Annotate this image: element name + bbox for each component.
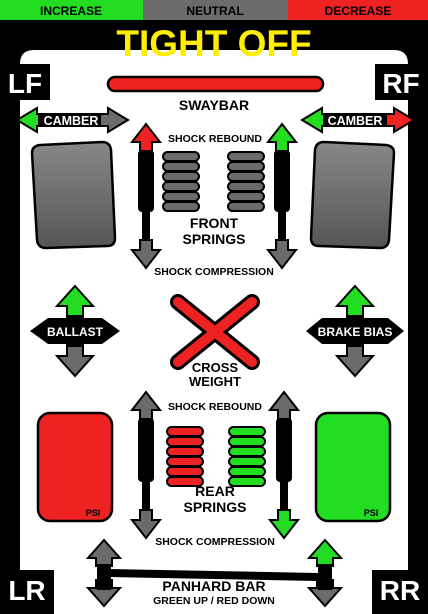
swaybar-label: SWAYBAR xyxy=(179,97,249,113)
shock-compression-front-label: SHOCK COMPRESSION xyxy=(154,266,274,278)
ballast-label: BALLAST xyxy=(47,325,104,339)
psi-left-label: PSI xyxy=(86,508,101,518)
shock-rebound-front-label: SHOCK REBOUND xyxy=(168,133,262,145)
legend-decrease-swatch xyxy=(288,0,428,20)
corner-lf-box xyxy=(0,64,50,100)
corner-lr: LR xyxy=(8,575,45,606)
rear-left-shock-icon xyxy=(129,390,163,540)
brake-bias-arrow-icon xyxy=(306,284,404,378)
corner-rf: RF xyxy=(382,68,419,99)
legend-decrease: DECREASE xyxy=(325,4,392,18)
page-title: TIGHT OFF xyxy=(116,23,311,64)
psi-right-label: PSI xyxy=(364,508,379,518)
legend-neutral: NEUTRAL xyxy=(186,4,243,18)
front-left-shock-icon xyxy=(129,122,163,270)
cross-weight-label-2: WEIGHT xyxy=(189,374,241,389)
corner-rr: RR xyxy=(380,575,420,606)
panhard-bar-icon xyxy=(85,538,344,608)
corner-lr-box xyxy=(0,570,54,614)
corner-lf: LF xyxy=(8,68,42,99)
cross-weight-x-icon xyxy=(170,294,260,370)
camber-right-label: CAMBER xyxy=(328,114,383,128)
panhard-note-label: GREEN UP / RED DOWN xyxy=(153,595,275,607)
front-left-tire-icon xyxy=(30,140,117,250)
camber-right-arrow-icon xyxy=(300,106,416,134)
rear-right-tire-icon xyxy=(314,411,392,523)
front-springs-label-1: FRONT xyxy=(190,215,239,231)
legend-increase: INCREASE xyxy=(40,4,102,18)
camber-left-arrow-icon xyxy=(15,106,130,134)
front-left-spring-icon xyxy=(162,151,200,212)
panhard-bar-label: PANHARD BAR xyxy=(162,578,265,594)
front-right-spring-icon xyxy=(227,151,265,212)
front-springs-label-2: SPRINGS xyxy=(182,231,245,247)
shock-rebound-rear-label: SHOCK REBOUND xyxy=(168,401,262,413)
rear-springs-label-1: REAR xyxy=(195,483,235,499)
corner-rr-box xyxy=(372,570,428,614)
corner-rf-box xyxy=(375,64,428,100)
ballast-arrow-icon xyxy=(30,284,120,378)
rear-left-tire-icon xyxy=(36,411,114,523)
legend-neutral-swatch xyxy=(143,0,288,20)
rear-right-shock-icon xyxy=(267,390,301,540)
front-right-shock-icon xyxy=(265,122,299,270)
brake-bias-label: BRAKE BIAS xyxy=(318,325,393,339)
rear-left-spring-icon xyxy=(166,426,204,487)
front-right-tire-icon xyxy=(309,140,396,250)
swaybar-icon xyxy=(106,75,325,93)
cross-weight-label-1: CROSS xyxy=(192,360,239,375)
legend-increase-swatch xyxy=(0,0,143,20)
shock-compression-rear-label: SHOCK COMPRESSION xyxy=(155,536,275,548)
rear-right-spring-icon xyxy=(228,426,266,487)
camber-left-label: CAMBER xyxy=(44,114,99,128)
rear-springs-label-2: SPRINGS xyxy=(183,499,246,515)
